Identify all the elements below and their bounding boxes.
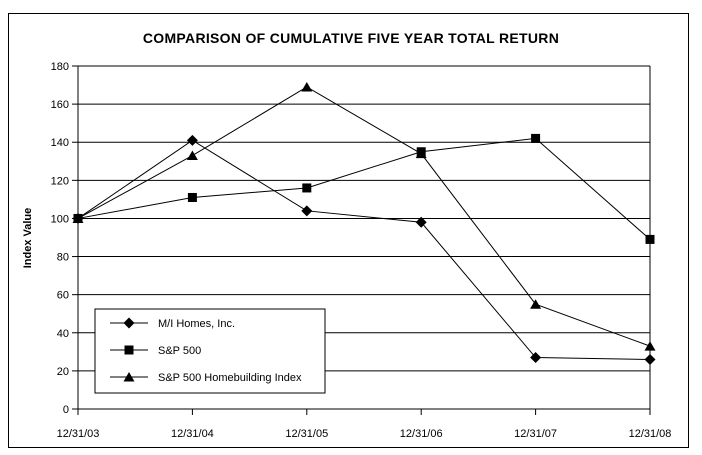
y-tick-label: 40 [57, 328, 69, 340]
series-line-triangle [77, 86, 651, 347]
x-tick-label: 12/31/08 [629, 428, 672, 440]
legend-square-icon [124, 345, 134, 355]
legend-label: S&P 500 [158, 345, 201, 357]
data-point-triangle [186, 150, 198, 161]
data-point-square [531, 133, 541, 143]
data-point-square [187, 192, 197, 202]
chart-title: COMPARISON OF CUMULATIVE FIVE YEAR TOTAL… [142, 30, 560, 46]
series-line-diamond [77, 139, 651, 360]
y-tick-label: 160 [51, 99, 69, 111]
data-point-diamond [301, 205, 313, 217]
y-tick-label: 20 [57, 366, 69, 378]
y-tick-label: 180 [51, 61, 69, 73]
x-tick-label: 12/31/03 [57, 428, 100, 440]
legend-label: S&P 500 Homebuilding Index [158, 372, 302, 384]
y-tick-label: 120 [51, 175, 69, 187]
y-axis-title: Index Value [22, 208, 34, 269]
data-point-diamond [530, 352, 542, 364]
y-tick-label: 100 [51, 213, 69, 225]
x-tick-label: 12/31/04 [171, 428, 214, 440]
x-tick-label: 12/31/06 [400, 428, 443, 440]
y-tick-label: 60 [57, 290, 69, 302]
y-tick-label: 80 [57, 252, 69, 264]
legend-diamond-icon [123, 317, 135, 329]
data-point-triangle [644, 341, 656, 351]
figure-border [8, 13, 689, 448]
data-point-diamond [644, 353, 656, 365]
data-point-diamond [415, 216, 427, 228]
legend-triangle-icon [123, 372, 135, 382]
legend-item: S&P 500 [110, 345, 201, 357]
x-tick-label: 12/31/05 [285, 428, 328, 440]
legend-item: S&P 500 Homebuilding Index [110, 372, 302, 384]
data-point-square [302, 183, 312, 193]
series-line-square [77, 137, 651, 240]
legend-item: M/I Homes, Inc. [110, 317, 235, 330]
legend-label: M/I Homes, Inc. [158, 318, 235, 330]
x-tick-label: 12/31/07 [514, 428, 557, 440]
data-point-square [416, 147, 426, 157]
data-point-square [73, 213, 83, 223]
y-tick-label: 0 [63, 404, 69, 416]
data-point-triangle [530, 299, 542, 309]
y-tick-label: 140 [51, 137, 69, 149]
legend: M/I Homes, Inc. S&P 500 S&P 500 Homebuildi… [94, 308, 326, 394]
data-point-triangle [301, 81, 313, 92]
data-point-diamond [186, 134, 198, 146]
data-point-square [645, 234, 655, 244]
chart-layers: 0 20 40 60 80 100 120 140 160 180 12/31/03 12/31/04… [51, 61, 672, 440]
